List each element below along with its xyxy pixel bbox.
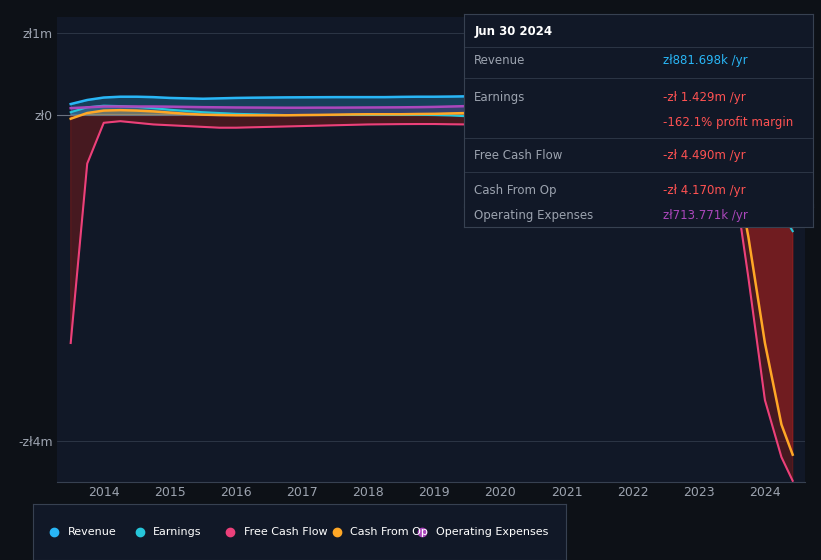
Text: -zł 4.170m /yr: -zł 4.170m /yr xyxy=(663,184,745,197)
Text: -zł 4.490m /yr: -zł 4.490m /yr xyxy=(663,148,745,161)
Text: Cash From Op: Cash From Op xyxy=(351,527,429,537)
Text: Earnings: Earnings xyxy=(475,91,525,104)
Text: zł713.771k /yr: zł713.771k /yr xyxy=(663,209,748,222)
Text: Revenue: Revenue xyxy=(475,54,525,67)
Text: Free Cash Flow: Free Cash Flow xyxy=(244,527,328,537)
Text: zł881.698k /yr: zł881.698k /yr xyxy=(663,54,747,67)
Text: Operating Expenses: Operating Expenses xyxy=(475,209,594,222)
Text: -zł 1.429m /yr: -zł 1.429m /yr xyxy=(663,91,745,104)
Text: Operating Expenses: Operating Expenses xyxy=(436,527,548,537)
Text: Revenue: Revenue xyxy=(67,527,117,537)
Text: -162.1% profit margin: -162.1% profit margin xyxy=(663,116,793,129)
Text: Jun 30 2024: Jun 30 2024 xyxy=(475,25,553,38)
Text: Earnings: Earnings xyxy=(153,527,201,537)
Text: Cash From Op: Cash From Op xyxy=(475,184,557,197)
Text: Free Cash Flow: Free Cash Flow xyxy=(475,148,562,161)
